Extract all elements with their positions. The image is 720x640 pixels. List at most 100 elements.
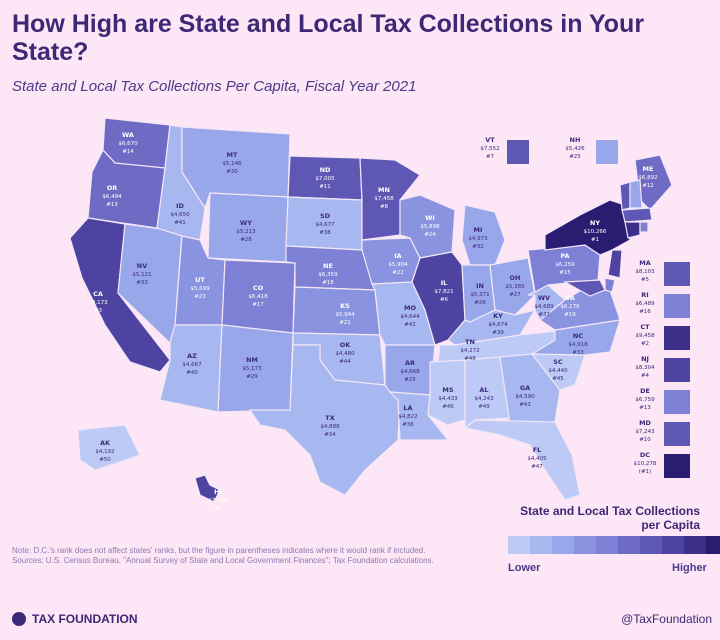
state-label-GA-value: $4,590	[515, 394, 535, 400]
state-label-ME-abbr: ME	[643, 165, 654, 173]
state-TX[interactable]	[248, 344, 401, 496]
legend-swatch-10	[706, 536, 720, 554]
state-VT[interactable]	[619, 181, 631, 211]
state-label-OH-rank: #27	[509, 292, 521, 298]
state-NY[interactable]	[544, 199, 631, 256]
side-label-MD-value: $7,243	[635, 429, 655, 435]
side-swatch-MA[interactable]	[664, 262, 690, 286]
state-label-ME-rank: #12	[642, 183, 654, 189]
side-label-DE-abbr: DE	[640, 387, 650, 395]
state-label-SD-abbr: SD	[320, 212, 331, 220]
state-label-MI-value: $4,973	[468, 236, 488, 242]
state-OH[interactable]	[489, 257, 536, 316]
note-text: Note: D.C.'s rank does not affect states…	[12, 546, 426, 555]
state-label-AZ-value: $4,667	[182, 362, 202, 368]
legend-high-label: Higher	[672, 562, 707, 574]
state-label-SC-rank: #45	[552, 376, 564, 382]
side-label-MA-rank: #5	[641, 277, 650, 283]
side-swatch-MD[interactable]	[664, 422, 690, 446]
side-label-NJ-abbr: NJ	[641, 355, 649, 363]
state-KS[interactable]	[292, 286, 381, 336]
state-HI[interactable]	[194, 474, 221, 503]
state-AK[interactable]	[77, 424, 141, 471]
state-label-PA-rank: #15	[559, 270, 571, 276]
side-swatch-NJ[interactable]	[664, 358, 690, 382]
state-label-MS-rank: #46	[442, 404, 454, 410]
state-label-UT-abbr: UT	[195, 276, 205, 284]
state-label-WA-value: $6,670	[118, 141, 138, 147]
side-label-CT-abbr: CT	[640, 323, 650, 331]
state-RI[interactable]	[639, 221, 649, 233]
state-label-KS-abbr: KS	[340, 302, 350, 310]
legend-swatch-8	[662, 536, 684, 554]
state-label-LA-value: $4,822	[398, 414, 417, 420]
state-label-AR-abbr: AR	[405, 359, 415, 367]
state-label-SD-rank: #38	[319, 230, 331, 236]
state-label-SC-abbr: SC	[553, 358, 563, 366]
side-label-DE-value: $6,759	[635, 397, 655, 403]
side-label-DE-rank: #13	[639, 405, 651, 411]
legend-swatch-7	[640, 536, 662, 554]
state-label-NV-value: $5,121	[132, 272, 151, 278]
side-swatch-RI[interactable]	[664, 294, 690, 318]
state-label-GA-rank: #43	[519, 402, 531, 408]
state-IA[interactable]	[361, 237, 421, 285]
side-label-MA-value: $8,103	[635, 269, 655, 275]
legend-swatch-2	[530, 536, 552, 554]
state-label-MS-value: $4,433	[438, 396, 458, 402]
state-label-OR-abbr: OR	[107, 184, 118, 192]
state-MI[interactable]	[461, 204, 506, 266]
state-label-PA-abbr: PA	[560, 252, 569, 260]
state-FL[interactable]	[463, 419, 581, 501]
state-label-AL-value: $4,243	[474, 396, 494, 402]
state-WY[interactable]	[207, 192, 289, 263]
side-swatch-CT[interactable]	[664, 326, 690, 350]
state-label-NM-abbr: NM	[246, 356, 258, 364]
callout-swatch-NH[interactable]	[596, 140, 618, 164]
callout-label-VT-rank: #7	[486, 154, 495, 160]
state-GA[interactable]	[499, 353, 561, 426]
side-swatch-DC[interactable]	[664, 454, 690, 478]
state-label-HI-rank: #6	[214, 506, 223, 512]
twitter-handle[interactable]: @TaxFoundation	[621, 612, 712, 626]
state-label-CO-rank: #17	[252, 302, 264, 308]
brand-name: TAX FOUNDATION	[32, 612, 138, 626]
callout-label-NH-value: $5,426	[565, 146, 585, 152]
state-label-IL-rank: #6	[440, 297, 449, 303]
state-label-WV-abbr: WV	[538, 294, 550, 302]
state-label-IN-value: $5,371	[470, 292, 489, 298]
state-label-CA-rank: #3	[94, 308, 103, 314]
state-labels: WA $6,670 #14 OR $6,494 #13 CA $9,173 #3 NV $5,121…	[88, 131, 657, 512]
state-label-VA-value: $6,176	[560, 304, 580, 310]
state-label-MO-abbr: MO	[404, 304, 416, 312]
state-label-WA-abbr: WA	[122, 131, 134, 139]
state-label-WY-value: $5,213	[236, 229, 256, 235]
state-DE[interactable]	[604, 277, 616, 293]
state-NH[interactable]	[629, 179, 643, 209]
state-label-TX-rank: #34	[324, 432, 336, 438]
state-label-AL-rank: #49	[478, 404, 490, 410]
tax-foundation-logo[interactable]: TAX FOUNDATION	[12, 612, 138, 626]
state-label-ND-abbr: ND	[320, 166, 331, 174]
state-label-UT-rank: #23	[194, 294, 206, 300]
callout-label-VT-abbr: VT	[485, 136, 495, 144]
side-label-RI-value: $6,489	[635, 301, 655, 307]
state-label-NE-rank: #18	[322, 280, 334, 286]
state-CT[interactable]	[624, 221, 641, 239]
state-AL[interactable]	[464, 356, 511, 430]
state-MD[interactable]	[562, 279, 606, 297]
state-label-NY-value: $10,266	[584, 229, 607, 235]
state-label-KS-rank: #21	[339, 320, 351, 326]
state-MA[interactable]	[621, 207, 653, 223]
state-label-NC-abbr: NC	[573, 332, 583, 340]
side-label-NJ-value: $8,304	[635, 365, 655, 371]
state-label-NY-abbr: NY	[590, 219, 600, 227]
state-label-IA-abbr: IA	[394, 252, 401, 260]
state-label-KY-value: $4,674	[488, 322, 508, 328]
side-swatch-DE[interactable]	[664, 390, 690, 414]
legend-swatch-4	[574, 536, 596, 554]
callout-swatch-VT[interactable]	[507, 140, 529, 164]
state-label-SC-value: $4,440	[548, 368, 568, 374]
state-NJ[interactable]	[607, 249, 623, 279]
state-label-VA-abbr: VA	[565, 294, 575, 302]
